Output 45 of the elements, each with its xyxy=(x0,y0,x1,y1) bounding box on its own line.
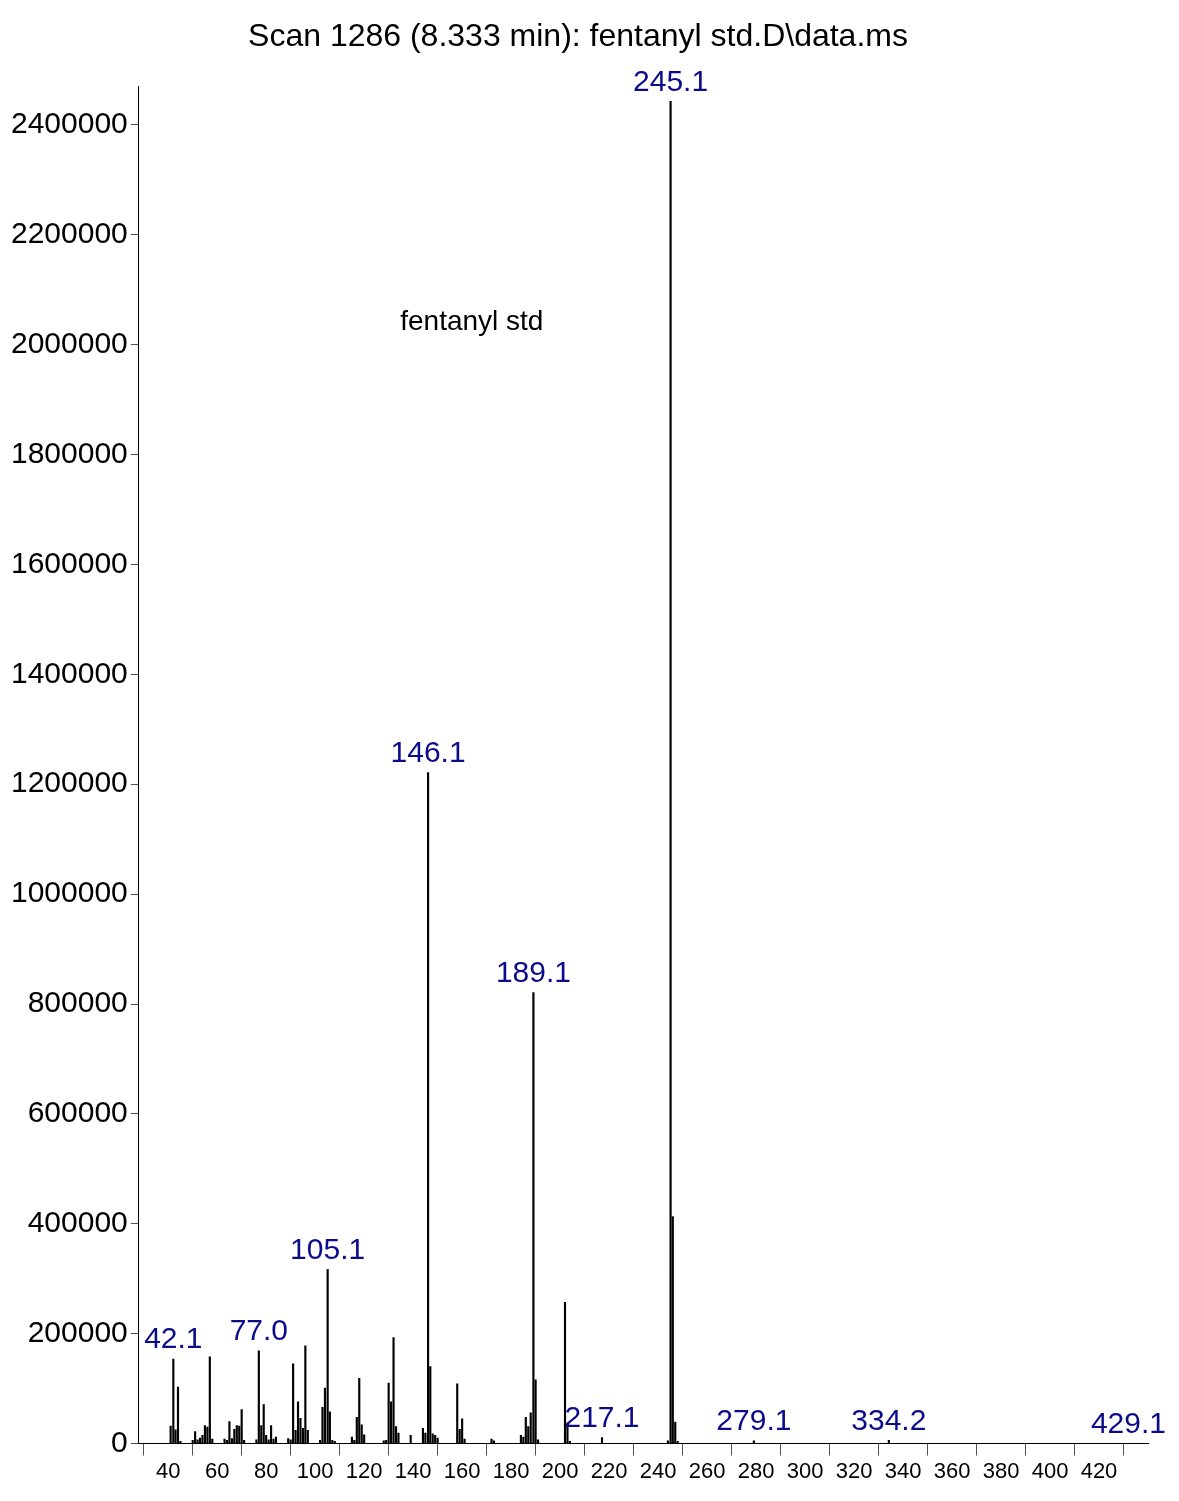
x-tick-label: 80 xyxy=(253,1457,279,1483)
x-tick-label: 320 xyxy=(835,1457,873,1483)
annotation: 245.1 xyxy=(633,63,709,97)
x-tick-label: 40 xyxy=(155,1457,181,1483)
y-tick-label: 400000 xyxy=(27,1205,128,1239)
x-tick-label: 240 xyxy=(639,1457,677,1483)
x-tick-label: 220 xyxy=(590,1457,628,1483)
x-tick-label: 60 xyxy=(204,1457,230,1483)
y-tick-label: 2200000 xyxy=(11,216,128,250)
x-tick-label: 180 xyxy=(492,1457,530,1483)
annotation: 105.1 xyxy=(290,1231,366,1265)
annotation: 217.1 xyxy=(564,1399,640,1433)
x-tick-label: 260 xyxy=(688,1457,726,1483)
chart-title: Scan 1286 (8.333 min): fentanyl std.D\data.ms xyxy=(248,17,908,54)
y-tick-label: 2400000 xyxy=(11,106,128,140)
y-tick-label: 800000 xyxy=(27,985,128,1019)
annotation: 42.1 xyxy=(144,1321,203,1355)
annotation: 279.1 xyxy=(716,1403,792,1437)
y-tick-label: 2000000 xyxy=(11,325,128,359)
annotation: fentanyl std xyxy=(400,305,544,337)
y-tick-label: 1400000 xyxy=(11,655,128,689)
x-tick-label: 280 xyxy=(737,1457,775,1483)
y-tick-label: 1600000 xyxy=(11,545,128,579)
x-tick-label: 400 xyxy=(1031,1457,1069,1483)
x-tick-label: 160 xyxy=(443,1457,481,1483)
x-tick-label: 200 xyxy=(541,1457,579,1483)
x-tick-label: 360 xyxy=(933,1457,971,1483)
y-tick-label: 200000 xyxy=(27,1314,128,1348)
annotation: 146.1 xyxy=(390,734,466,768)
y-tick-label: 1200000 xyxy=(11,765,128,799)
x-tick-label: 120 xyxy=(345,1457,383,1483)
annotation: 429.1 xyxy=(1090,1405,1166,1439)
x-tick-label: 340 xyxy=(884,1457,922,1483)
y-tick-label: 1800000 xyxy=(11,435,128,469)
y-tick-label: 600000 xyxy=(27,1095,128,1129)
x-tick-label: 100 xyxy=(296,1457,334,1483)
x-tick-label: 140 xyxy=(394,1457,432,1483)
x-tick-label: 380 xyxy=(982,1457,1020,1483)
y-tick-label: 0 xyxy=(111,1424,128,1458)
annotation: 77.0 xyxy=(229,1313,289,1346)
x-tick-label: 420 xyxy=(1080,1457,1118,1483)
x-tick-label: 300 xyxy=(786,1457,824,1483)
y-tick-label: 1000000 xyxy=(11,875,128,909)
annotation: 189.1 xyxy=(495,954,571,988)
annotation: 334.2 xyxy=(851,1402,927,1436)
